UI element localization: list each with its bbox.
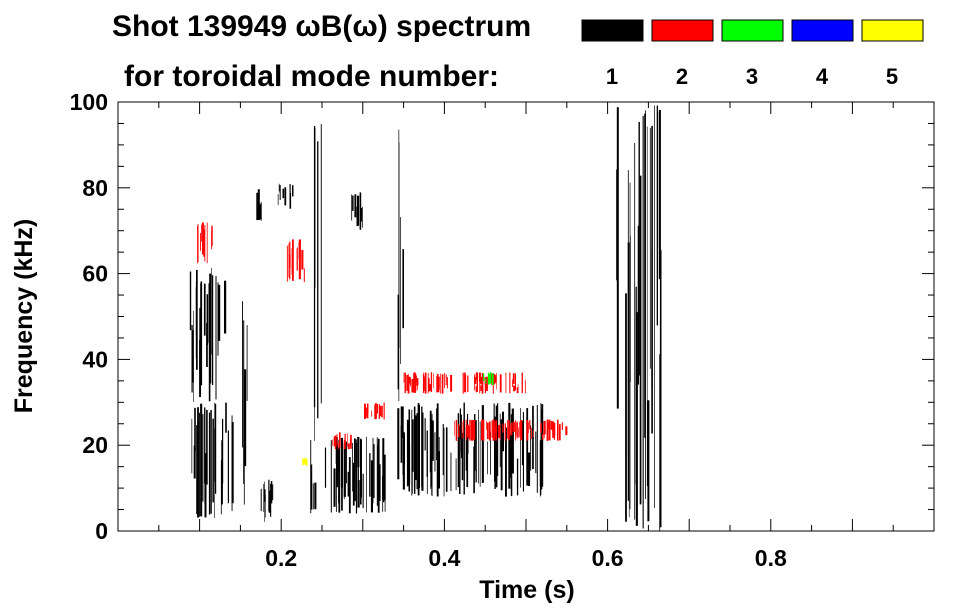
legend-swatch-mode-4 (791, 19, 854, 42)
mode-2-activity-15 (332, 432, 352, 450)
legend-label-mode-5: 5 (886, 64, 898, 89)
mode-1-activity-5 (260, 479, 274, 522)
plot-frame (117, 101, 935, 532)
mode-5-activity-19 (302, 458, 308, 466)
mode-1-activity-4 (277, 183, 294, 209)
legend-label-mode-2: 2 (676, 64, 688, 89)
mode-3-activity-18 (483, 372, 494, 385)
mode-2-activity-14 (364, 402, 385, 420)
y-axis: 0 20 40 60 80 100 (70, 89, 934, 544)
mode-2-activity-16 (403, 372, 526, 394)
chart-title-line1: Shot 139949 ωB(ω) spectrum (112, 10, 531, 43)
y-axis-label: Frequency (kHz) (10, 219, 38, 413)
legend-label-mode-1: 1 (606, 64, 618, 89)
mode-1-activity-6 (310, 436, 386, 514)
mode-1-activity-0 (189, 267, 227, 402)
legend-label-mode-4: 4 (816, 64, 829, 89)
x-axis-label: Time (s) (479, 576, 574, 604)
y-tick-label: 0 (95, 518, 108, 544)
legend-swatch-mode-1 (581, 19, 644, 42)
x-tick-label: 0.6 (592, 545, 624, 571)
y-tick-label: 20 (82, 432, 108, 458)
mode-legend: 1 2 3 4 5 (581, 19, 924, 89)
mode-1-activity-2 (242, 301, 248, 505)
mode-2-activity-13 (286, 239, 305, 282)
x-tick-label: 0.8 (755, 545, 787, 571)
y-tick-label: 100 (70, 89, 108, 115)
x-tick-label: 0.2 (265, 545, 297, 571)
mode-1-activity-8 (351, 192, 363, 230)
y-tick-label: 60 (82, 261, 108, 287)
y-tick-label: 80 (82, 175, 108, 201)
legend-swatch-mode-5 (861, 19, 924, 42)
mode-1-activity-7 (313, 124, 322, 441)
x-tick-label: 0.4 (428, 545, 460, 571)
mode-1-activity-9 (397, 402, 544, 497)
legend-label-mode-3: 3 (746, 64, 758, 89)
mode-1-activity-1 (191, 402, 234, 518)
y-tick-label: 40 (82, 346, 108, 372)
spectrogram-marks (189, 105, 662, 531)
mode-1-activity-10 (397, 129, 404, 401)
legend-swatch-mode-3 (721, 19, 784, 42)
legend-swatch-mode-2 (651, 19, 714, 42)
x-axis: 0.2 0.4 0.6 0.8 (158, 102, 894, 571)
mode-1-activity-11 (616, 105, 662, 531)
mode-1-activity-3 (256, 189, 262, 221)
mode-2-activity-12 (197, 222, 213, 264)
mode-2-activity-17 (454, 419, 568, 441)
chart-title-line2: for toroidal mode number: (124, 60, 499, 93)
